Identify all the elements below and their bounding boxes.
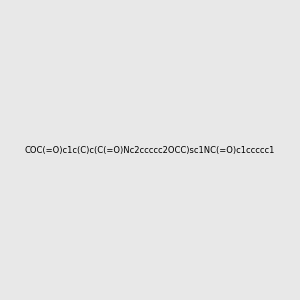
Text: COC(=O)c1c(C)c(C(=O)Nc2ccccc2OCC)sc1NC(=O)c1ccccc1: COC(=O)c1c(C)c(C(=O)Nc2ccccc2OCC)sc1NC(=… (25, 146, 275, 154)
